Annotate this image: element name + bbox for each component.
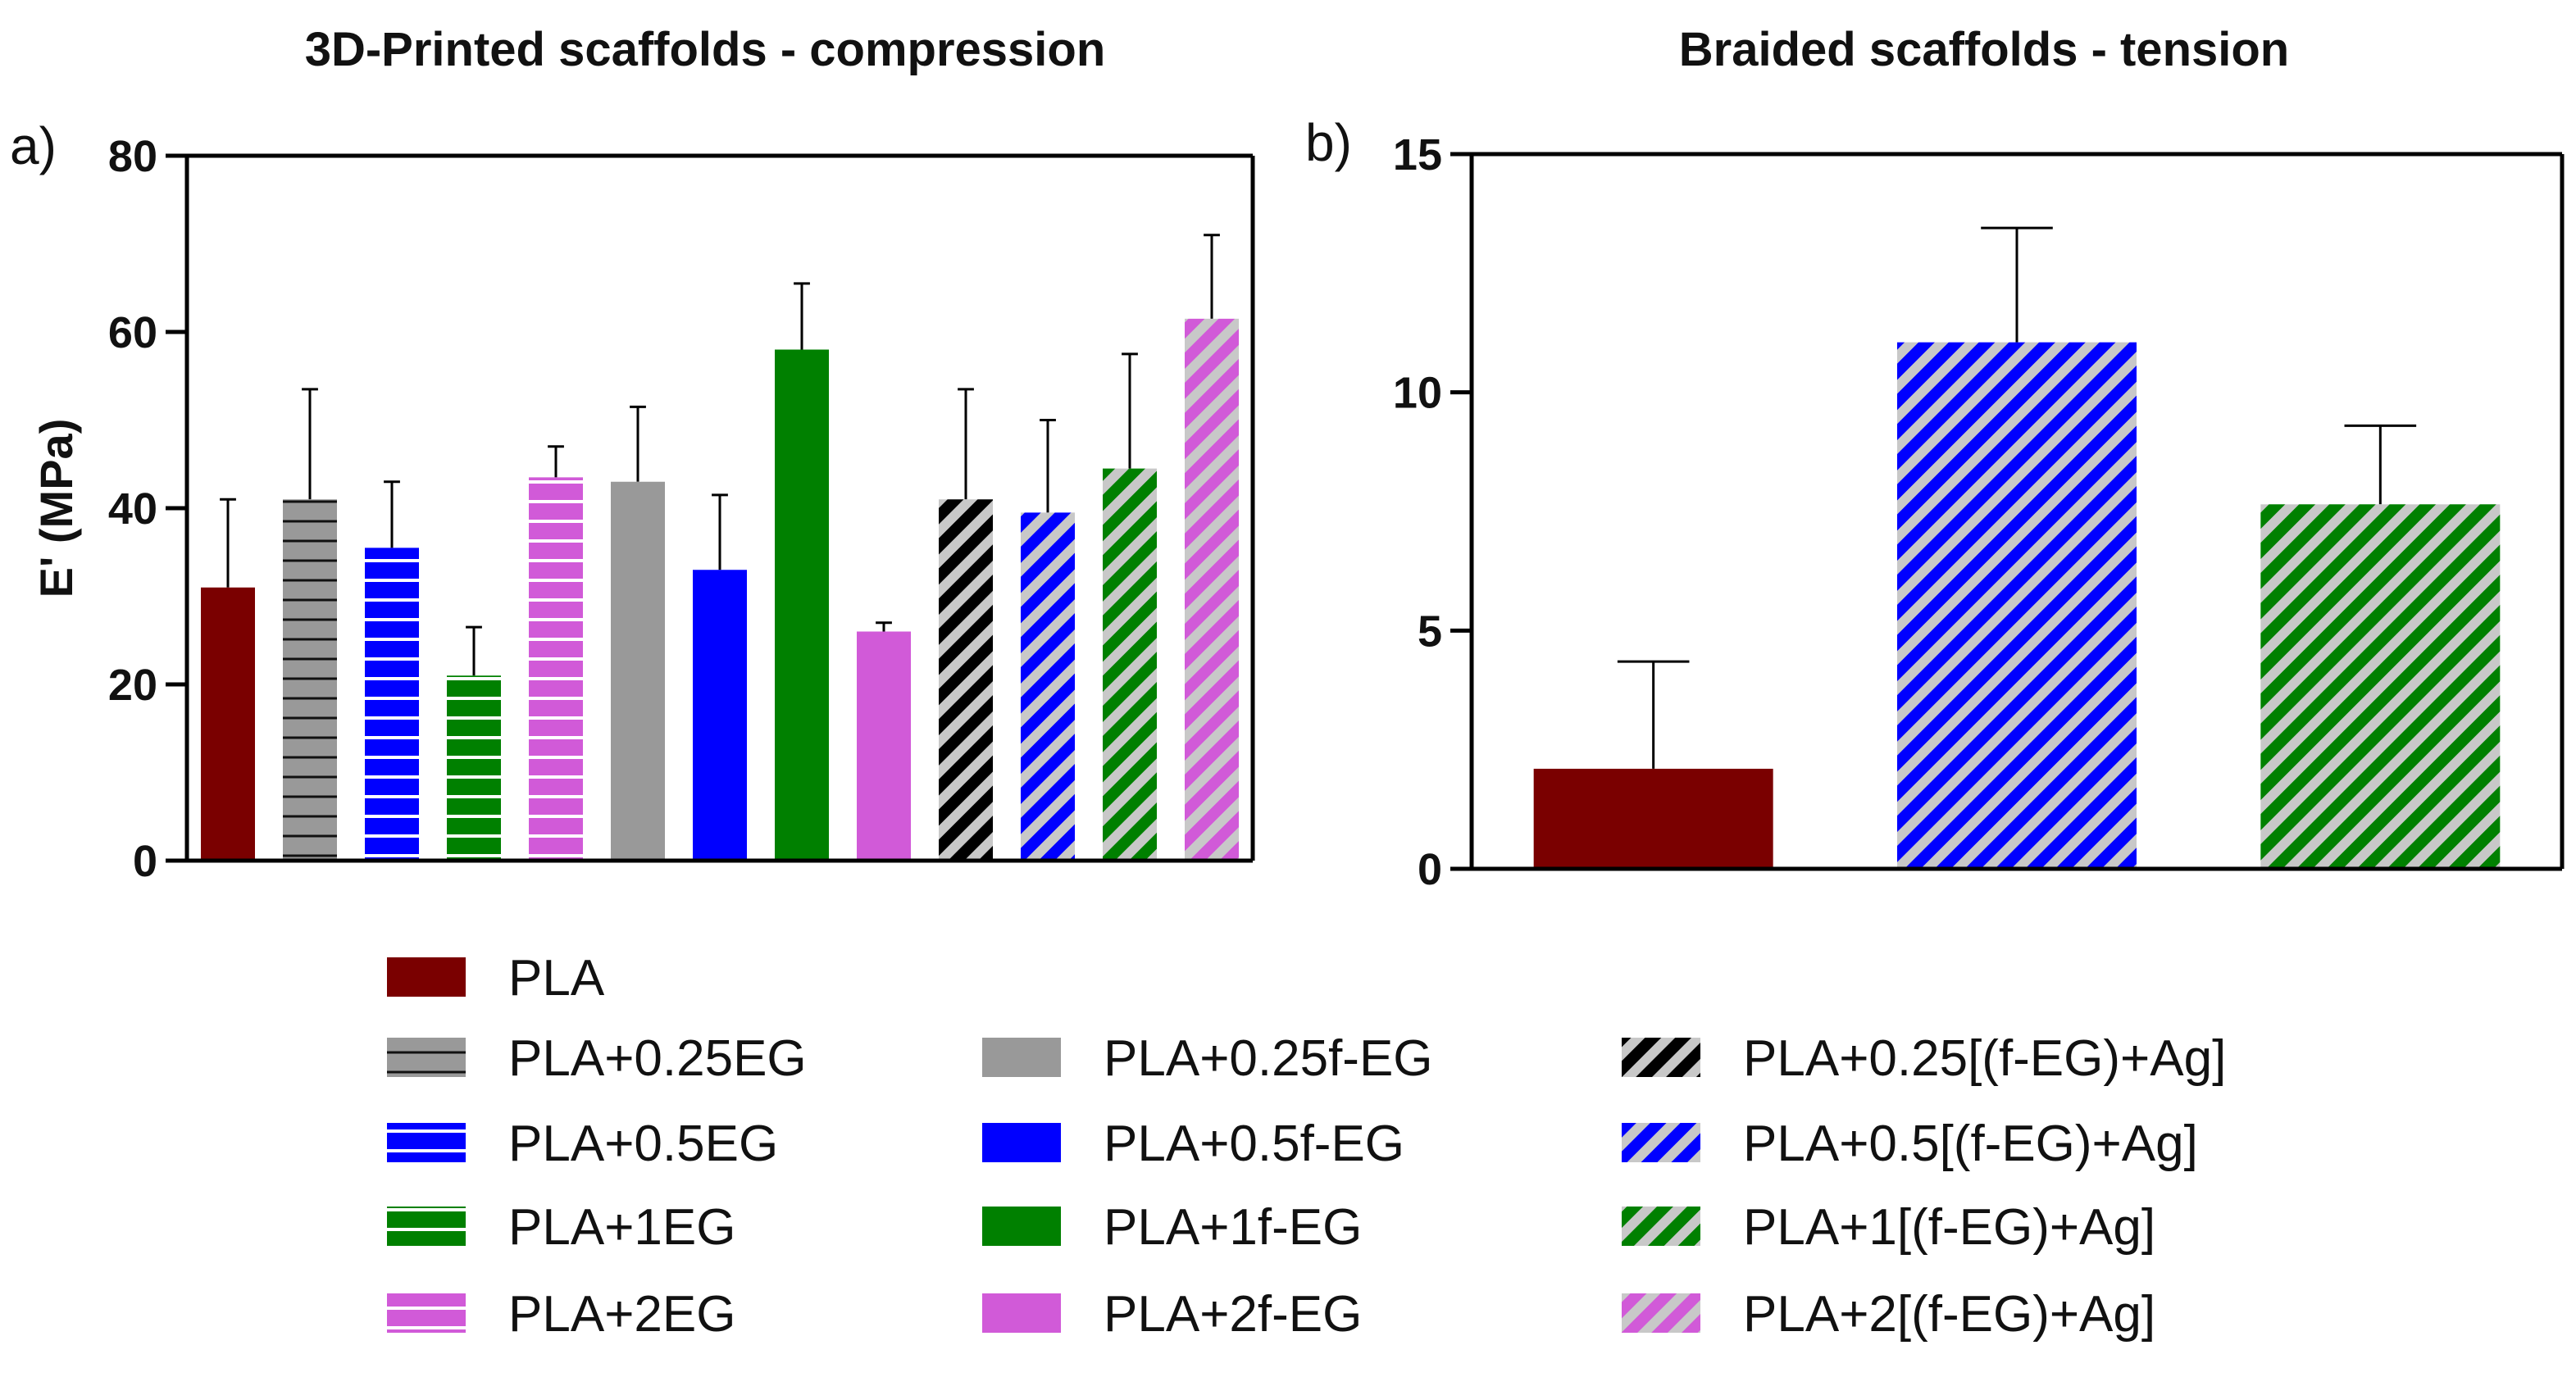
legend-item-pla-2-f-eg-ag: PLA+2[(f-EG)+Ag] xyxy=(1622,1286,2155,1343)
chart-a-bar-group xyxy=(1103,352,1157,861)
legend-item-pla-1f-eg: PLA+1f-EG xyxy=(982,1199,1362,1256)
legend-label: PLA+2EG xyxy=(508,1286,735,1343)
chart-a-bar-group xyxy=(1021,419,1075,861)
chart-a-ylabel: E' (MPa) xyxy=(30,419,82,598)
chart-a-bar-group xyxy=(447,625,501,861)
chart-a-ytick-label: 40 xyxy=(108,484,157,534)
chart-b-bar-group xyxy=(1533,660,1773,869)
legend-label: PLA+0.25EG xyxy=(508,1030,807,1087)
legend-label: PLA+1[(f-EG)+Ag] xyxy=(1743,1199,2155,1256)
chart-a-bar-group xyxy=(201,498,255,861)
legend-item-pla-0-25-f-eg-ag: PLA+0.25[(f-EG)+Ag] xyxy=(1622,1030,2226,1087)
chart-a-ytick-label: 80 xyxy=(108,132,157,181)
legend-label: PLA+0.25f-EG xyxy=(1104,1030,1433,1087)
legend-label: PLA+0.25[(f-EG)+Ag] xyxy=(1743,1030,2226,1087)
legend-swatch xyxy=(387,1038,466,1077)
chart-b-ytick-label: 5 xyxy=(1418,607,1442,656)
chart-a-bar-pla-0-25-f-eg-ag xyxy=(939,499,993,861)
chart-b: Braided scaffolds - tension b) 0 5 10 15 xyxy=(1305,23,2565,894)
legend-swatch xyxy=(387,1207,466,1246)
legend-swatch xyxy=(982,1293,1061,1333)
chart-a-bar-pla-0-5f-eg xyxy=(693,570,747,861)
legend-item-pla-2eg: PLA+2EG xyxy=(387,1286,735,1343)
legend-swatch xyxy=(1622,1038,1700,1077)
chart-a-bar-group xyxy=(611,405,665,861)
chart-a-bar-pla-0-25eg xyxy=(283,499,337,861)
chart-b-bar-pla-0-5-f-eg-ag xyxy=(1897,342,2137,869)
chart-b-bar-pla xyxy=(1533,768,1773,869)
legend-item-pla-0-5eg: PLA+0.5EG xyxy=(387,1116,778,1172)
chart-a-ytick-label: 0 xyxy=(133,837,157,886)
chart-a-bar-group xyxy=(283,388,337,861)
legend-label: PLA+2f-EG xyxy=(1104,1286,1362,1343)
chart-a-bar-group xyxy=(365,480,419,861)
legend-swatch xyxy=(982,1123,1061,1162)
legend-item-pla-2f-eg: PLA+2f-EG xyxy=(982,1286,1362,1343)
chart-a: 3D-Printed scaffolds - compression a) E'… xyxy=(10,23,1255,886)
legend-item-pla-1-f-eg-ag: PLA+1[(f-EG)+Ag] xyxy=(1622,1199,2155,1256)
legend-item-pla-0-25f-eg: PLA+0.25f-EG xyxy=(982,1030,1433,1087)
chart-b-ytick-label: 15 xyxy=(1393,130,1442,180)
chart-a-ytick-label: 60 xyxy=(108,308,157,357)
chart-b-bar-pla-1-f-eg-ag xyxy=(2260,504,2501,869)
legend-swatch xyxy=(387,1293,466,1333)
chart-a-bar-group xyxy=(1185,234,1239,861)
chart-a-bar-pla-1eg xyxy=(447,675,501,861)
chart-a-bar-group xyxy=(693,493,747,861)
chart-b-ytick-label: 10 xyxy=(1393,369,1442,418)
legend-swatch xyxy=(1622,1207,1700,1246)
legend: PLA PLA+0.25EG PLA+0.5EG PLA+1EG PLA+2EG PLA+… xyxy=(387,950,2226,1343)
chart-b-ytick-label: 0 xyxy=(1418,845,1442,894)
chart-b-panel-label: b) xyxy=(1305,113,1352,172)
chart-a-bar-pla-2-f-eg-ag xyxy=(1185,318,1239,861)
legend-item-pla: PLA xyxy=(387,950,605,1007)
chart-a-bar-pla-0-5-f-eg-ag xyxy=(1021,512,1075,861)
chart-a-bar-group xyxy=(775,282,829,861)
chart-b-title: Braided scaffolds - tension xyxy=(1679,23,2289,76)
chart-a-bar-group xyxy=(857,621,911,861)
legend-item-pla-1eg: PLA+1EG xyxy=(387,1199,735,1256)
legend-item-pla-0-5-f-eg-ag: PLA+0.5[(f-EG)+Ag] xyxy=(1622,1116,2198,1172)
legend-label: PLA+0.5EG xyxy=(508,1116,778,1172)
legend-swatch xyxy=(387,957,466,997)
legend-swatch xyxy=(982,1038,1061,1077)
legend-label: PLA+1EG xyxy=(508,1199,735,1256)
chart-b-bar-group xyxy=(1897,226,2137,869)
chart-a-panel-label: a) xyxy=(10,116,57,175)
legend-label: PLA xyxy=(508,950,605,1007)
legend-label: PLA+2[(f-EG)+Ag] xyxy=(1743,1286,2155,1343)
chart-a-bar-pla-1-f-eg-ag xyxy=(1103,468,1157,861)
legend-swatch xyxy=(1622,1293,1700,1333)
legend-item-pla-0-5f-eg: PLA+0.5f-EG xyxy=(982,1116,1404,1172)
legend-label: PLA+1f-EG xyxy=(1104,1199,1362,1256)
legend-item-pla-0-25eg: PLA+0.25EG xyxy=(387,1030,807,1087)
legend-swatch xyxy=(1622,1123,1700,1162)
chart-a-bar-pla-0-25f-eg xyxy=(611,481,665,861)
legend-swatch xyxy=(982,1207,1061,1246)
chart-a-bar-group xyxy=(529,445,583,861)
legend-swatch xyxy=(387,1123,466,1162)
chart-a-title: 3D-Printed scaffolds - compression xyxy=(305,23,1106,76)
chart-a-bar-pla-2f-eg xyxy=(857,631,911,861)
chart-a-ytick-label: 20 xyxy=(108,661,157,710)
chart-a-bar-group xyxy=(939,388,993,861)
chart-b-bar-group xyxy=(2260,424,2501,869)
chart-a-bar-pla xyxy=(201,587,255,861)
legend-label: PLA+0.5[(f-EG)+Ag] xyxy=(1743,1116,2198,1172)
chart-a-bar-pla-2eg xyxy=(529,477,583,861)
legend-label: PLA+0.5f-EG xyxy=(1104,1116,1404,1172)
chart-a-bar-pla-1f-eg xyxy=(775,349,829,861)
chart-a-bar-pla-0-5eg xyxy=(365,548,419,861)
